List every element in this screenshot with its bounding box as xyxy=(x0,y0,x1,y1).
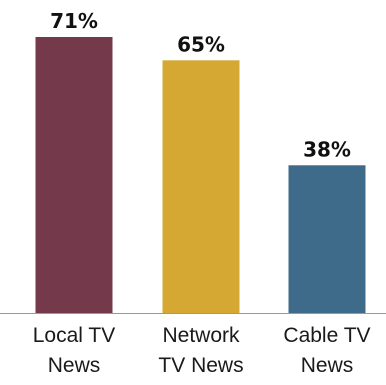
bar-3 xyxy=(288,165,366,313)
category-label-1-line-1: Local TV xyxy=(33,324,116,347)
category-label-2-line-1: Network xyxy=(162,324,240,347)
category-label-2-line-2: TV News xyxy=(158,354,243,377)
category-label-3-line-1: Cable TV xyxy=(283,324,370,347)
category-label-1-line-2: News xyxy=(48,354,101,377)
value-label-2: 65% xyxy=(177,32,225,56)
value-label-3: 38% xyxy=(303,137,351,161)
bar-2 xyxy=(162,60,240,313)
category-label-3-line-2: News xyxy=(301,354,354,377)
value-label-1: 71% xyxy=(50,9,98,33)
bar-1 xyxy=(35,37,113,313)
